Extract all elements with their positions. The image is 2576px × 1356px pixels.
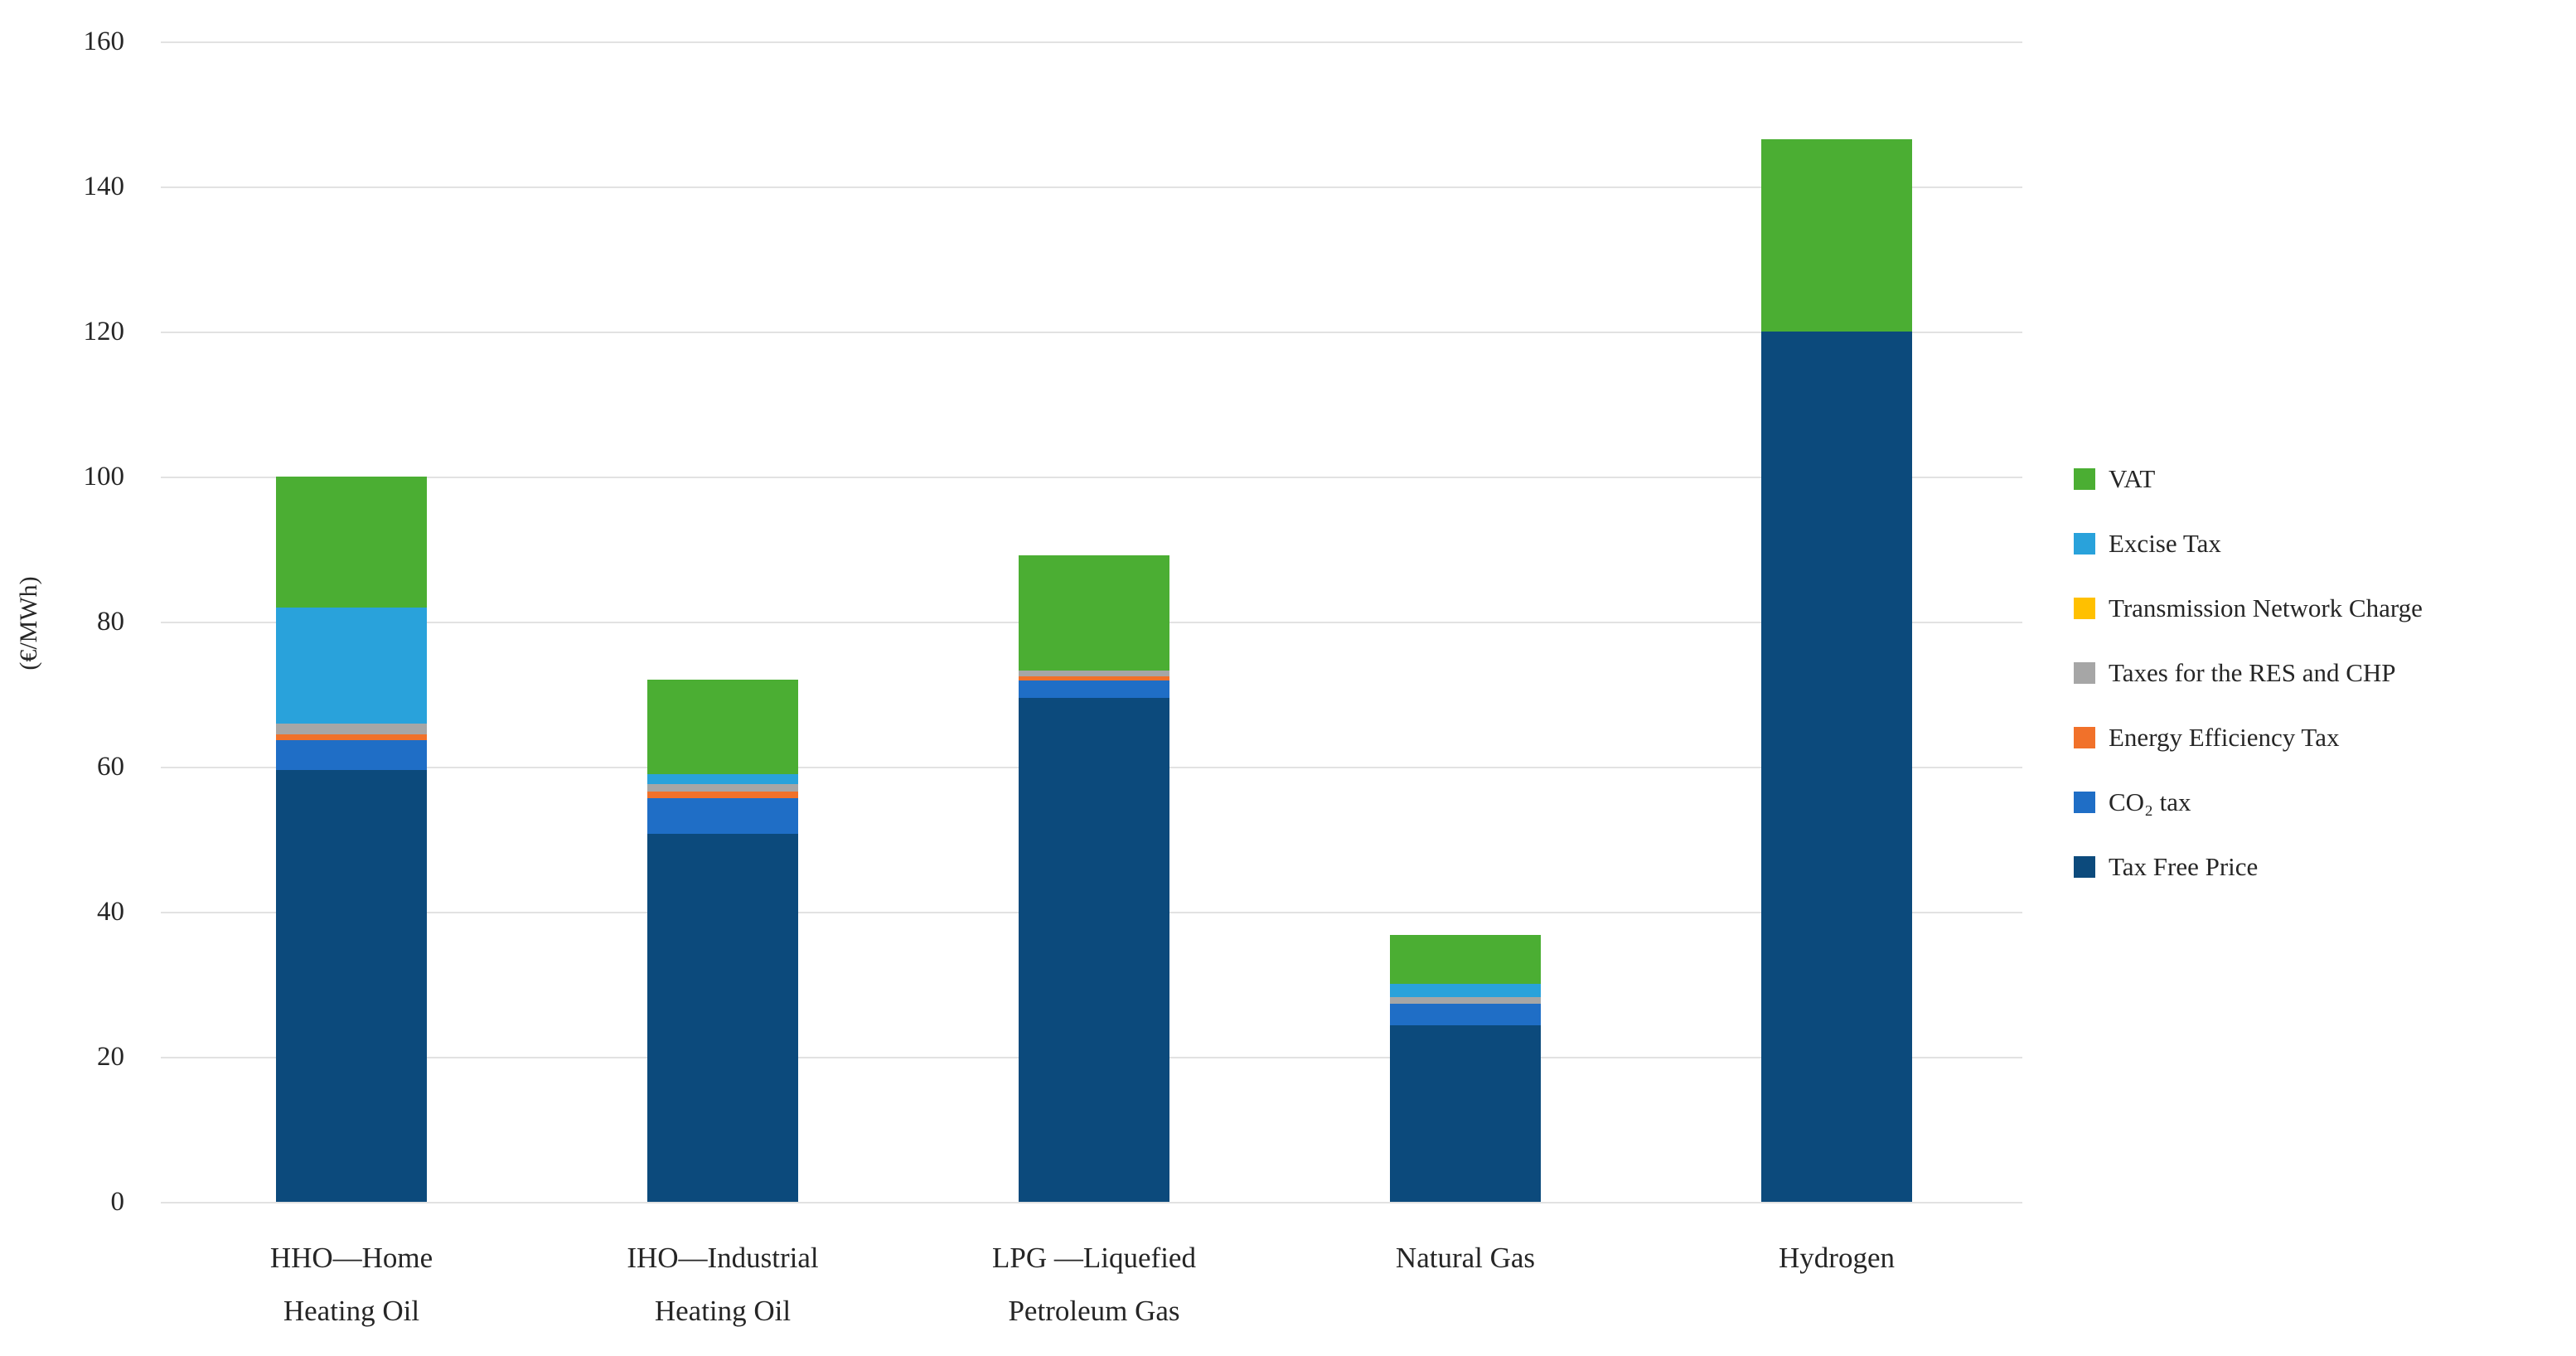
legend-swatch-icon [2074, 662, 2095, 684]
bar-hydrogen [1761, 139, 1912, 1202]
legend-swatch-icon [2074, 533, 2095, 555]
legend-label: VAT [2109, 464, 2156, 493]
gridline [161, 186, 2022, 188]
legend-swatch-icon [2074, 727, 2095, 748]
legend-label: Excise Tax [2109, 529, 2221, 558]
legend-swatch-icon [2074, 856, 2095, 878]
y-tick-label: 120 [83, 317, 125, 346]
x-category-label-natural-gas: Natural Gas [1279, 1232, 1652, 1285]
gridline [161, 1202, 2022, 1203]
y-tick-label: 100 [83, 462, 125, 492]
bar-segment-tax-free-price [1019, 697, 1169, 1202]
y-tick-label: 80 [97, 607, 124, 637]
bar-segment-co-tax [1390, 1004, 1541, 1026]
legend-item-energy-efficiency-tax: Energy Efficiency Tax [2074, 721, 2423, 754]
plot-area [161, 41, 2022, 1203]
legend-label: Tax Free Price [2109, 852, 2259, 881]
y-tick-label: 0 [110, 1187, 125, 1217]
x-category-label-line: Petroleum Gas [1008, 1295, 1180, 1327]
bar-segment-co-tax [276, 739, 427, 771]
legend-item-transmission-network-charge: Transmission Network Charge [2074, 592, 2423, 625]
bar-lpg-liquefied-petroleum-gas [1019, 555, 1169, 1202]
bar-segment-vat [1761, 139, 1912, 332]
x-category-label-line: IHO—Industrial [627, 1242, 819, 1274]
legend: VAT Excise Tax Transmission Network Charge… [2074, 462, 2423, 884]
bar-segment-excise-tax [1390, 983, 1541, 998]
x-category-label-line: Heating Oil [283, 1295, 420, 1327]
bar-iho-industrial-heating-oil [647, 680, 798, 1202]
x-category-label-hydrogen: Hydrogen [1650, 1232, 2023, 1285]
x-category-label-line: Hydrogen [1779, 1242, 1895, 1274]
legend-swatch-icon [2074, 598, 2095, 619]
x-category-label-lpg-liquefied-petroleum-gas: LPG —Liquefied Petroleum Gas [908, 1232, 1281, 1338]
bar-segment-vat [647, 680, 798, 774]
bar-segment-taxes-for-the-res-and-chp [276, 723, 427, 734]
bar-segment-taxes-for-the-res-and-chp [1390, 997, 1541, 1005]
legend-swatch-icon [2074, 468, 2095, 490]
x-category-label-hho-home-heating-oil: HHO—Home Heating Oil [165, 1232, 538, 1338]
bar-segment-excise-tax [276, 607, 427, 724]
legend-item-co-tax: CO₂ tax [2074, 786, 2423, 819]
y-tick-label: 20 [97, 1042, 124, 1072]
legend-label: Energy Efficiency Tax [2109, 723, 2340, 752]
y-tick-label: 160 [83, 27, 125, 56]
bar-segment-energy-efficiency-tax [647, 791, 798, 798]
legend-label: CO₂ tax [2109, 787, 2191, 816]
legend-label: Transmission Network Charge [2109, 593, 2423, 622]
x-category-label-line: Heating Oil [654, 1295, 792, 1327]
bar-segment-tax-free-price [1761, 332, 1912, 1202]
y-tick-label: 140 [83, 172, 125, 201]
bar-segment-vat [1390, 935, 1541, 984]
x-category-label-line: HHO—Home [269, 1242, 433, 1274]
bar-segment-co-tax [647, 797, 798, 834]
legend-item-excise-tax: Excise Tax [2074, 527, 2423, 560]
bar-segment-vat [276, 477, 427, 608]
bar-segment-tax-free-price [276, 770, 427, 1202]
legend-item-taxes-for-the-res-and-chp: Taxes for the RES and CHP [2074, 656, 2423, 690]
bar-segment-energy-efficiency-tax [276, 734, 427, 740]
bar-segment-energy-efficiency-tax [1019, 676, 1169, 680]
bar-natural-gas [1390, 935, 1541, 1202]
x-category-label-iho-industrial-heating-oil: IHO—Industrial Heating Oil [536, 1232, 909, 1338]
bar-segment-taxes-for-the-res-and-chp [647, 784, 798, 792]
bar-hho-home-heating-oil [276, 477, 427, 1202]
gridline [161, 332, 2022, 333]
bar-segment-tax-free-price [647, 833, 798, 1202]
bar-segment-excise-tax [647, 773, 798, 784]
x-category-label-line: Natural Gas [1395, 1242, 1536, 1274]
bar-segment-taxes-for-the-res-and-chp [1019, 670, 1169, 676]
bar-segment-tax-free-price [1390, 1025, 1541, 1202]
legend-label: Taxes for the RES and CHP [2109, 658, 2396, 687]
legend-item-vat: VAT [2074, 462, 2423, 496]
gridline [161, 477, 2022, 478]
legend-item-tax-free-price: Tax Free Price [2074, 850, 2423, 884]
bar-segment-vat [1019, 555, 1169, 671]
legend-swatch-icon [2074, 792, 2095, 813]
y-tick-label: 40 [97, 897, 124, 927]
y-tick-label: 60 [97, 752, 124, 782]
bar-segment-co-tax [1019, 680, 1169, 698]
gridline [161, 41, 2022, 43]
x-category-label-line: LPG —Liquefied [992, 1242, 1196, 1274]
